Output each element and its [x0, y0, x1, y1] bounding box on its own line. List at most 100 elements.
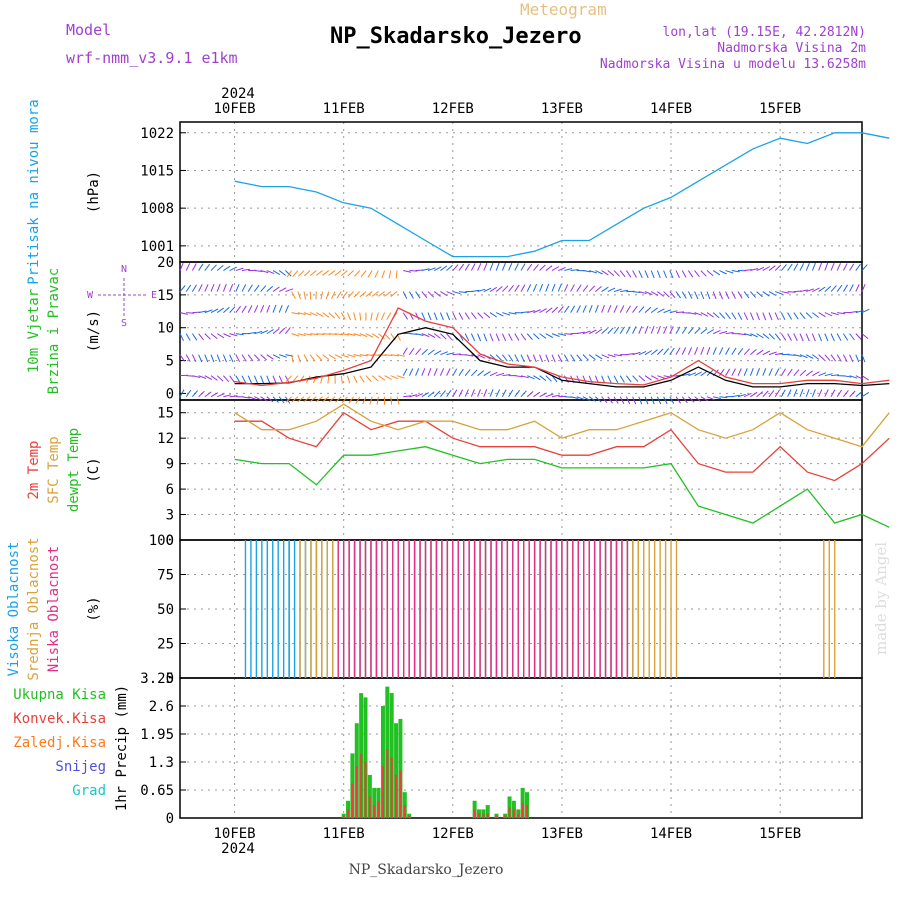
wind-barb: [799, 354, 808, 359]
wind-barb: [222, 354, 227, 363]
wind-barb: [731, 347, 737, 355]
wind-barb: [216, 354, 221, 363]
wind-barb: [489, 371, 498, 377]
wind-barb: [563, 354, 569, 362]
wind-barb: [260, 396, 268, 402]
x-tick-label-top: 11FEB: [323, 101, 365, 117]
y-tick-label: 3: [166, 508, 174, 524]
wind-barb: [619, 396, 625, 405]
wind-barb: [355, 396, 361, 404]
wind-barb: [811, 333, 816, 342]
x-tick-label-bottom: 12FEB: [432, 826, 474, 842]
wind-barb: [433, 291, 441, 297]
wind-barb: [558, 333, 567, 336]
wind-barb: [619, 270, 626, 278]
precip-conv-bar: [477, 813, 480, 818]
wind-barb: [359, 333, 368, 338]
wind-barb: [663, 396, 668, 405]
wind-barb: [793, 369, 800, 377]
wind-barb: [253, 305, 259, 313]
wind-barb: [427, 349, 435, 356]
wind-barb: [483, 370, 491, 377]
precip-total-bar: [398, 718, 403, 818]
wind-barb: [477, 288, 486, 293]
product-label: Meteogram: [520, 0, 607, 19]
wind-barb: [464, 333, 470, 342]
wind-barb: [539, 354, 543, 363]
wind-barb: [688, 372, 697, 377]
precip-conv-bar: [351, 783, 354, 818]
station-title: NP_Skadarsko_Jezero: [330, 24, 582, 49]
wind-barb: [849, 333, 855, 341]
wind-barb: [408, 347, 415, 355]
wind-barb: [563, 305, 570, 313]
wind-barb: [638, 396, 643, 405]
wind-barb: [253, 284, 260, 292]
x-tick-label-bottom: 13FEB: [541, 826, 583, 842]
wind-barb: [607, 396, 613, 404]
model-name: wrf-nmm_v3.9.1 e1km: [66, 49, 238, 67]
model-elevation-label: Nadmorska Visina u modelu 13.6258m: [600, 57, 866, 72]
wind-barb: [204, 391, 212, 398]
wind-barb: [415, 368, 420, 376]
wind-barb: [787, 312, 793, 320]
wind-barb: [613, 305, 618, 313]
wind-barb: [303, 396, 311, 402]
wind-barb: [818, 333, 822, 342]
wind-barb: [247, 375, 252, 384]
wind-barb: [589, 270, 597, 274]
wind-barb: [756, 333, 764, 339]
wind-barb: [743, 312, 749, 321]
wind-barb: [421, 312, 426, 321]
wind-barb: [601, 270, 609, 276]
precip-conv-bar: [373, 805, 376, 818]
wind-barb: [223, 333, 231, 338]
wind-barb: [375, 312, 379, 321]
wind-barb: [371, 375, 379, 382]
wind-barb: [291, 396, 299, 403]
wind-barb: [526, 263, 533, 271]
precip-conv-bar: [399, 770, 402, 818]
wind-barb: [384, 333, 391, 340]
wind-barb: [396, 375, 405, 379]
wind-barb: [744, 333, 753, 337]
wind-barb: [348, 396, 355, 404]
wind-barb: [706, 312, 714, 318]
wind-barb: [824, 312, 833, 317]
wind-barb: [384, 354, 393, 357]
wind-barb: [656, 270, 661, 279]
wind-barb: [334, 312, 341, 320]
wind-barb: [588, 305, 593, 313]
wind-barb: [601, 305, 605, 313]
wind-barb: [750, 333, 758, 338]
wind-barb: [756, 312, 760, 321]
wind-barb: [310, 333, 319, 336]
wind-barb: [563, 284, 569, 292]
compass-label: W: [87, 290, 94, 301]
wind-barb: [861, 264, 868, 271]
precip-conv-bar: [473, 809, 476, 818]
wind-barb: [248, 332, 257, 335]
wind-barb: [191, 333, 198, 341]
wind-barb: [489, 312, 497, 318]
wind-barb: [340, 375, 343, 384]
wind-barb: [706, 270, 714, 277]
panel-frame: [179, 121, 863, 263]
wind-barb: [489, 262, 494, 271]
wind-barb: [830, 312, 839, 316]
wind-barb: [279, 354, 287, 358]
wind-barb: [334, 270, 342, 276]
wind-barb: [254, 396, 262, 401]
wind-barb: [198, 310, 207, 314]
wind-barb: [787, 333, 792, 341]
side-label: 2m Temp: [26, 440, 42, 499]
wind-barb: [793, 263, 799, 271]
wind-barb: [564, 333, 573, 335]
precip-legend-entry: Grad: [72, 783, 106, 799]
wind-barb: [365, 333, 374, 338]
y-tick-label: 75: [157, 568, 174, 584]
wind-barb: [235, 333, 244, 336]
wind-barb: [564, 268, 573, 272]
wind-barb: [774, 389, 780, 397]
wind-barb: [328, 333, 337, 335]
